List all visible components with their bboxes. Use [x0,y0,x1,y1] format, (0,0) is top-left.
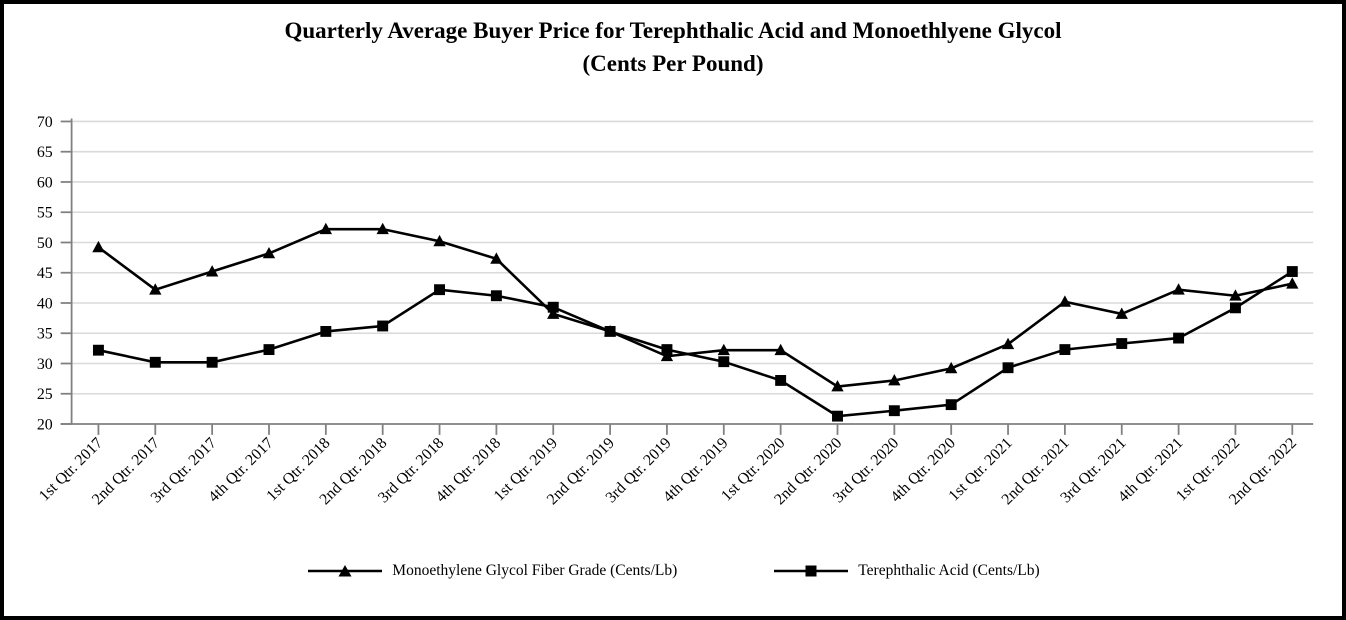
square-marker-icon [1059,344,1071,356]
triangle-marker-icon [1172,283,1185,295]
triangle-marker-icon [1115,307,1128,319]
square-marker-icon [490,290,502,302]
svg-text:45: 45 [37,265,53,282]
series-terephthalic-acid [92,266,1298,422]
triangle-marker-icon [831,380,844,392]
chart-title-line2: (Cents Per Pound) [582,51,764,76]
svg-text:50: 50 [37,235,53,252]
svg-text:65: 65 [37,144,53,161]
gridlines [71,120,1314,395]
y-axis-labels: 20 25 30 35 40 45 50 55 60 65 70 [37,114,53,433]
square-marker-icon [832,410,843,422]
legend-label-terephthalic-acid: Terephthalic Acid (Cents/Lb) [858,562,1040,579]
square-marker-icon [320,326,332,337]
legend: Monoethylene Glycol Fiber Grade (Cents/L… [4,562,1342,580]
series-monoethylene-glycol [92,222,1299,392]
triangle-marker-icon [660,349,674,362]
square-marker-icon [92,344,104,356]
square-marker-icon [377,320,389,332]
svg-text:40: 40 [37,295,53,312]
axes [60,118,1314,435]
square-marker-icon [434,284,446,296]
triangle-marker-icon [376,222,389,235]
svg-text:25: 25 [37,386,53,403]
triangle-marker-icon [490,252,503,264]
triangle-marker-icon [1286,277,1299,289]
triangle-marker-icon [262,246,276,259]
triangle-marker-icon [1058,295,1072,307]
square-marker-icon [1116,338,1128,349]
square-marker-icon [774,565,849,577]
chart-title: Quarterly Average Buyer Price for Tereph… [4,14,1342,80]
triangle-marker-icon [319,222,333,235]
triangle-marker-icon [433,234,446,247]
svg-text:55: 55 [37,205,53,222]
square-marker-icon [945,399,957,411]
square-marker-icon [718,356,730,368]
svg-text:30: 30 [37,356,53,373]
svg-text:70: 70 [37,114,53,131]
square-marker-icon [1173,332,1185,344]
svg-text:35: 35 [37,326,53,343]
square-marker-icon [263,344,275,356]
triangle-marker-icon [308,565,383,577]
square-marker-icon [1002,362,1014,374]
legend-item-terephthalic-acid: Terephthalic Acid (Cents/Lb) [772,562,1040,580]
triangle-marker-icon [547,307,560,319]
square-marker-icon [547,301,559,313]
triangle-marker-icon [149,283,162,295]
square-marker-icon [206,356,218,368]
triangle-marker-icon [717,343,730,356]
square-marker-icon [149,356,161,368]
legend-item-monoethylene-glycol: Monoethylene Glycol Fiber Grade (Cents/L… [306,562,677,580]
triangle-marker-icon [205,265,219,277]
triangle-marker-icon [92,240,105,253]
square-marker-icon [1286,266,1298,277]
legend-label-monoethylene-glycol: Monoethylene Glycol Fiber Grade (Cents/L… [392,562,678,579]
square-marker-icon [888,405,900,417]
square-marker-icon [775,375,787,386]
svg-text:60: 60 [37,174,53,191]
triangle-marker-icon [945,361,958,374]
svg-text:20: 20 [37,416,53,433]
triangle-marker-icon [774,343,787,356]
square-marker-icon [604,326,616,337]
square-marker-icon [661,344,673,356]
square-marker-icon [1229,302,1241,314]
chart-title-line1: Quarterly Average Buyer Price for Tereph… [284,18,1062,43]
triangle-marker-icon [888,374,901,386]
triangle-marker-icon [1229,289,1242,301]
triangle-marker-icon [1001,337,1015,350]
